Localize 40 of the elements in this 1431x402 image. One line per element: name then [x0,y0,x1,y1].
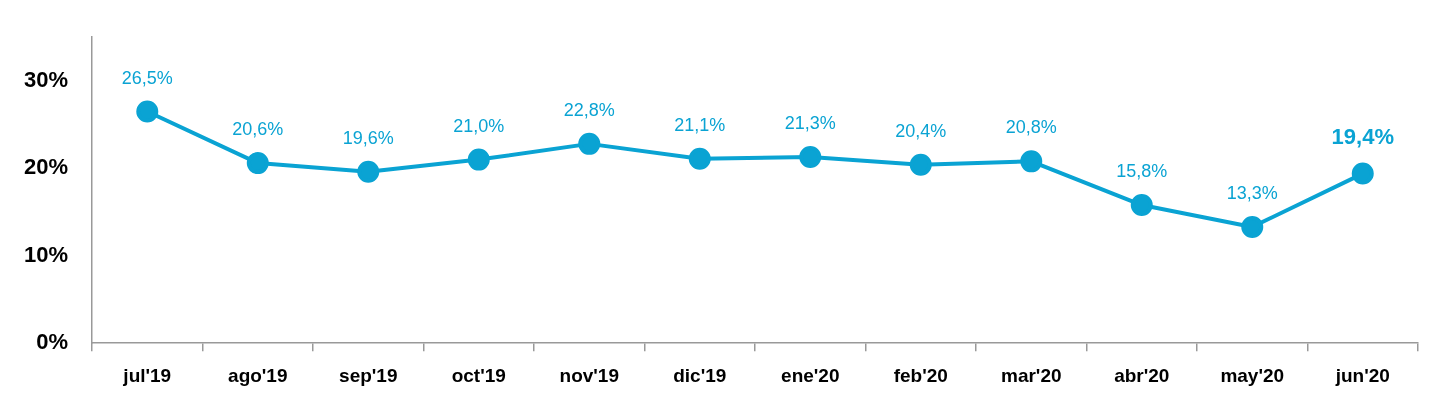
x-tick-label: jul'19 [122,364,172,386]
point [909,153,932,176]
x-tick-label: nov'19 [559,364,619,386]
point [1020,150,1043,173]
x-tick-label: sep'19 [339,364,398,386]
point [1241,215,1264,238]
data-label: 22,8% [563,99,615,120]
data-label: 20,4% [895,120,947,141]
point [357,160,380,183]
data-label: 21,3% [784,112,836,133]
x-tick-label: may'20 [1220,364,1285,386]
point [246,152,269,175]
data-label: 20,6% [232,119,284,140]
y-tick-label: 30% [23,66,69,92]
x-tick-label: ene'20 [781,364,840,386]
data-label: 20,8% [1005,117,1057,138]
x-tick-label: oct'19 [451,364,506,386]
x-tick-label: feb'20 [893,364,948,386]
y-tick-label: 10% [23,241,69,267]
point [467,148,490,171]
x-tick-label: dic'19 [673,364,727,386]
point [1130,194,1153,217]
point [578,132,601,155]
data-label: 21,0% [453,115,505,136]
x-tick-label: abr'20 [1114,364,1170,386]
point [688,147,711,170]
point [1351,162,1374,185]
data-label: 13,3% [1226,182,1278,203]
y-tick-label: 0% [36,329,69,355]
point [136,100,159,123]
point [799,145,822,168]
data-label: 15,8% [1116,161,1168,182]
data-label: 26,5% [121,67,173,88]
x-tick-label: mar'20 [1001,364,1062,386]
data-label: 19,4% [1331,123,1394,149]
x-tick-label: ago'19 [228,364,288,386]
data-label: 21,1% [674,114,726,135]
y-tick-label: 20% [23,154,69,180]
data-label: 19,6% [342,127,394,148]
x-tick-label: jun'20 [1334,364,1390,386]
